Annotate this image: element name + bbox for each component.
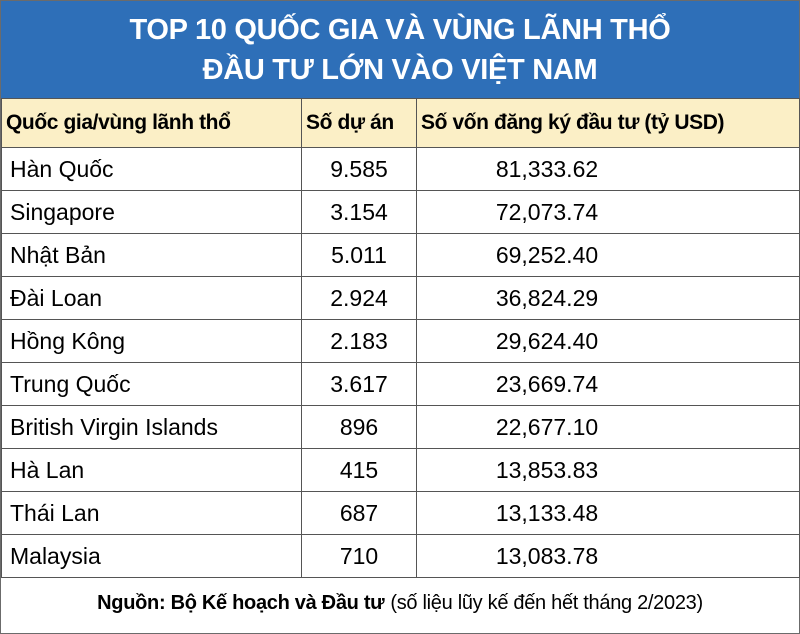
title-line: TOP 10 QUỐC GIA VÀ VÙNG LÃNH THỔ (129, 13, 671, 46)
country-cell: British Virgin Islands (1, 405, 302, 449)
country-cell: Đài Loan (1, 276, 302, 320)
table-row: Trung Quốc 3.617 23,669.74 (1, 362, 800, 406)
table-body: Hàn Quốc 9.585 81,333.62 Singapore 3.154 72,0… (1, 147, 800, 578)
projects-cell: 3.154 (301, 190, 417, 234)
projects-cell: 3.617 (301, 362, 417, 406)
title-banner: TOP 10 QUỐC GIA VÀ VÙNG LÃNH THỔ ĐẦU TƯ … (1, 1, 799, 98)
country-cell: Thái Lan (1, 491, 302, 535)
country-cell: Trung Quốc (1, 362, 302, 406)
capital-cell: 69,252.40 (416, 233, 800, 277)
table-row: Malaysia 710 13,083.78 (1, 534, 800, 578)
capital-cell: 36,824.29 (416, 276, 800, 320)
projects-cell: 5.011 (301, 233, 417, 277)
source-note: Nguồn: Bộ Kế hoạch và Đầu tư (số liệu lũ… (1, 578, 799, 628)
table-row: Hồng Kông 2.183 29,624.40 (1, 319, 800, 363)
table-head: Quốc gia/vùng lãnh thổ Số dự án Số vốn đ… (1, 98, 800, 148)
projects-cell: 415 (301, 448, 417, 492)
source-label: Nguồn: Bộ Kế hoạch và Đầu tư (97, 591, 385, 614)
projects-cell: 2.183 (301, 319, 417, 363)
country-cell: Singapore (1, 190, 302, 234)
table-row: British Virgin Islands 896 22,677.10 (1, 405, 800, 449)
header-cell: Số dự án (301, 98, 417, 148)
table-row: Đài Loan 2.924 36,824.29 (1, 276, 800, 320)
country-cell: Hà Lan (1, 448, 302, 492)
table-row: Nhật Bản 5.011 69,252.40 (1, 233, 800, 277)
capital-cell: 29,624.40 (416, 319, 800, 363)
projects-cell: 896 (301, 405, 417, 449)
capital-cell: 23,669.74 (416, 362, 800, 406)
capital-cell: 72,073.74 (416, 190, 800, 234)
country-cell: Hồng Kông (1, 319, 302, 363)
header-cell: Số vốn đăng ký đầu tư (tỷ USD) (416, 98, 800, 148)
header-row: Quốc gia/vùng lãnh thổ Số dự án Số vốn đ… (1, 98, 800, 148)
capital-cell: 13,083.78 (416, 534, 800, 578)
title-line: ĐẦU TƯ LỚN VÀO VIỆT NAM (202, 53, 598, 86)
projects-cell: 2.924 (301, 276, 417, 320)
data-table: Quốc gia/vùng lãnh thổ Số dự án Số vốn đ… (1, 98, 800, 578)
table-row: Singapore 3.154 72,073.74 (1, 190, 800, 234)
source-text: (số liệu lũy kế đến hết tháng 2/2023) (390, 591, 703, 614)
country-cell: Nhật Bản (1, 233, 302, 277)
table-row: Hà Lan 415 13,853.83 (1, 448, 800, 492)
projects-cell: 9.585 (301, 147, 417, 191)
table-row: Thái Lan 687 13,133.48 (1, 491, 800, 535)
capital-cell: 22,677.10 (416, 405, 800, 449)
country-cell: Malaysia (1, 534, 302, 578)
capital-cell: 81,333.62 (416, 147, 800, 191)
capital-cell: 13,133.48 (416, 491, 800, 535)
projects-cell: 710 (301, 534, 417, 578)
capital-cell: 13,853.83 (416, 448, 800, 492)
header-cell: Quốc gia/vùng lãnh thổ (1, 98, 302, 148)
table-row: Hàn Quốc 9.585 81,333.62 (1, 147, 800, 191)
projects-cell: 687 (301, 491, 417, 535)
country-cell: Hàn Quốc (1, 147, 302, 191)
